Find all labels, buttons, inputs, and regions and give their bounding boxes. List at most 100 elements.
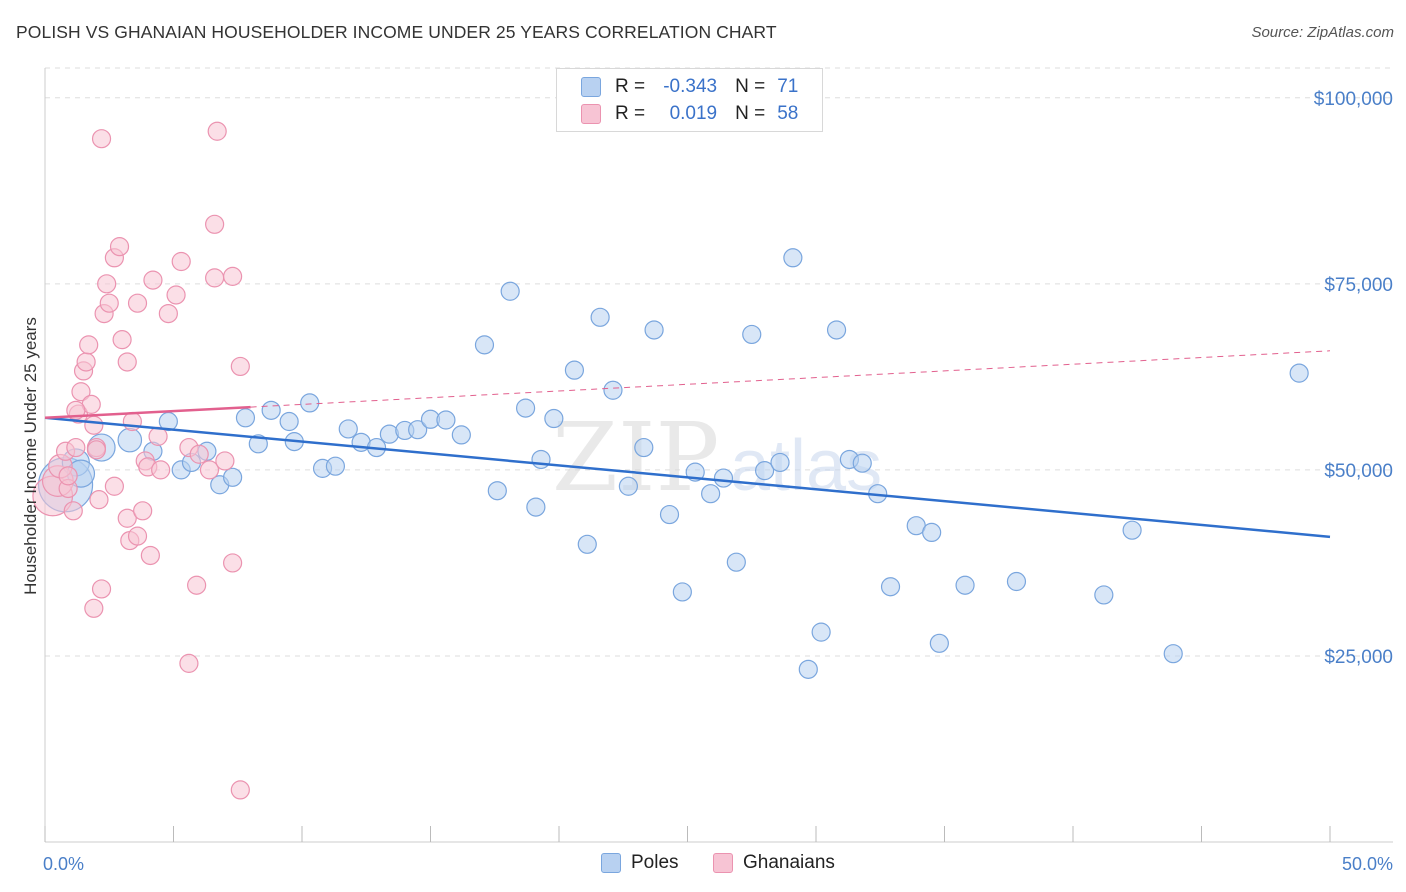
ghanaians-r-label: R = [615,103,646,124]
ghanaians-point-6 [66,437,86,458]
poles-point-27 [436,410,456,430]
poles-point-44 [672,582,692,602]
poles-point-19 [325,456,346,476]
ghanaians-point-11 [79,335,99,355]
watermark-zip: ZIP [552,403,719,513]
ghanaians-point-35 [127,526,148,546]
ghanaians-legend-swatch [713,853,733,873]
ghanaians-point-22 [112,330,132,350]
ghanaians-point-50 [223,553,243,573]
poles-r-value: -0.343 [663,76,718,97]
poles-point-12 [235,408,256,428]
poles-point-51 [770,452,790,473]
poles-legend-label: Poles [631,852,679,873]
ghanaians-point-37 [91,579,112,599]
poles-point-31 [500,281,520,301]
poles-point-33 [531,449,551,470]
poles-point-53 [798,659,818,679]
ghanaians-point-24 [122,411,142,432]
ghanaians-point-46 [230,356,250,377]
y-tick-label-0: $25,000 [1324,647,1393,668]
poles-trend-line [44,416,1331,539]
ghanaians-point-25 [127,293,148,313]
poles-point-41 [634,437,654,458]
poles-point-54 [811,622,831,642]
poles-point-32 [515,398,536,418]
poles-point-63 [955,575,975,595]
poles-point-49 [742,324,762,345]
y-tick-label-3: $100,000 [1314,89,1393,110]
x-tick-label-1: 50.0% [1342,854,1393,874]
poles-point-30 [487,481,507,501]
poles-point-25 [408,420,428,440]
poles-point-46 [701,484,721,504]
ghanaians-point-23 [117,352,137,372]
ghanaians-point-56 [86,440,107,460]
ghanaians-point-10 [76,352,96,372]
ghanaians-point-53 [230,780,250,800]
ghanaians-point-32 [166,285,186,305]
poles-point-17 [300,393,320,413]
ghanaians-point-36 [140,545,160,566]
ghanaians-point-52 [91,129,112,149]
ghanaians-point-48 [187,575,207,595]
ghanaians-point-18 [97,274,117,294]
poles-point-29 [474,335,495,355]
ghanaians-point-38 [84,598,104,618]
poles-point-38 [590,307,610,327]
poles-point-11 [223,467,243,487]
poles-n-value: 71 [777,76,799,97]
ghanaians-trend-line-solid [44,405,251,420]
poles-point-42 [644,320,664,340]
ghanaians-n-label: N = [735,103,766,124]
ghanaians-point-19 [99,293,119,313]
ghanaians-point-51 [207,121,227,141]
poles-point-36 [526,497,546,517]
poles-point-65 [1122,520,1142,540]
trend-lines [44,350,1331,539]
ghanaians-legend-label: Ghanaians [743,852,835,873]
ghanaians-point-21 [109,237,130,257]
ghanaians-point-54 [151,460,171,480]
tick-labels: $25,000 $50,000 $75,000 $100,000 0.0% 50.0% [43,89,1393,874]
ghanaians-trend-line-dashed [250,350,1331,408]
ghanaians-swatch [581,104,601,124]
poles-point-62 [929,633,949,653]
ghanaians-point-39 [133,501,153,521]
series-legend: Poles Ghanaians [0,852,1406,878]
y-tick-label-1: $50,000 [1324,461,1393,482]
poles-point-35 [564,360,585,380]
ghanaians-point-43 [205,268,225,288]
ghanaians-point-44 [215,451,235,471]
poles-point-48 [726,552,746,572]
ghanaians-point-5 [63,501,83,521]
poles-swatch [581,77,601,97]
poles-point-37 [577,534,597,554]
source-label: Source: ZipAtlas.com [1251,24,1394,41]
ghanaians-point-47 [205,214,225,234]
poles-legend-swatch [601,853,621,873]
poles-point-43 [659,504,680,525]
ghanaians-r-value: 0.019 [669,103,718,124]
ghanaians-point-13 [84,415,104,435]
ghanaians-point-41 [189,444,209,464]
legend-item-ghanaians[interactable]: Ghanaians [713,852,835,874]
ghanaians-point-31 [158,303,178,324]
ghanaians-point-30 [117,508,137,528]
ghanaians-point-28 [143,270,163,290]
data-points [32,121,1309,800]
ghanaians-point-45 [223,266,243,286]
poles-point-55 [826,320,847,340]
poles-point-39 [603,380,623,400]
poles-point-13 [248,434,268,454]
poles-point-66 [1163,644,1183,664]
legend-item-poles[interactable]: Poles [601,852,679,874]
poles-point-52 [783,248,803,268]
poles-point-28 [451,425,471,445]
poles-point-40 [618,476,638,496]
axes [44,68,1393,843]
ghanaians-point-55 [104,476,124,496]
poles-point-20 [338,419,358,439]
poles-point-14 [261,400,281,420]
